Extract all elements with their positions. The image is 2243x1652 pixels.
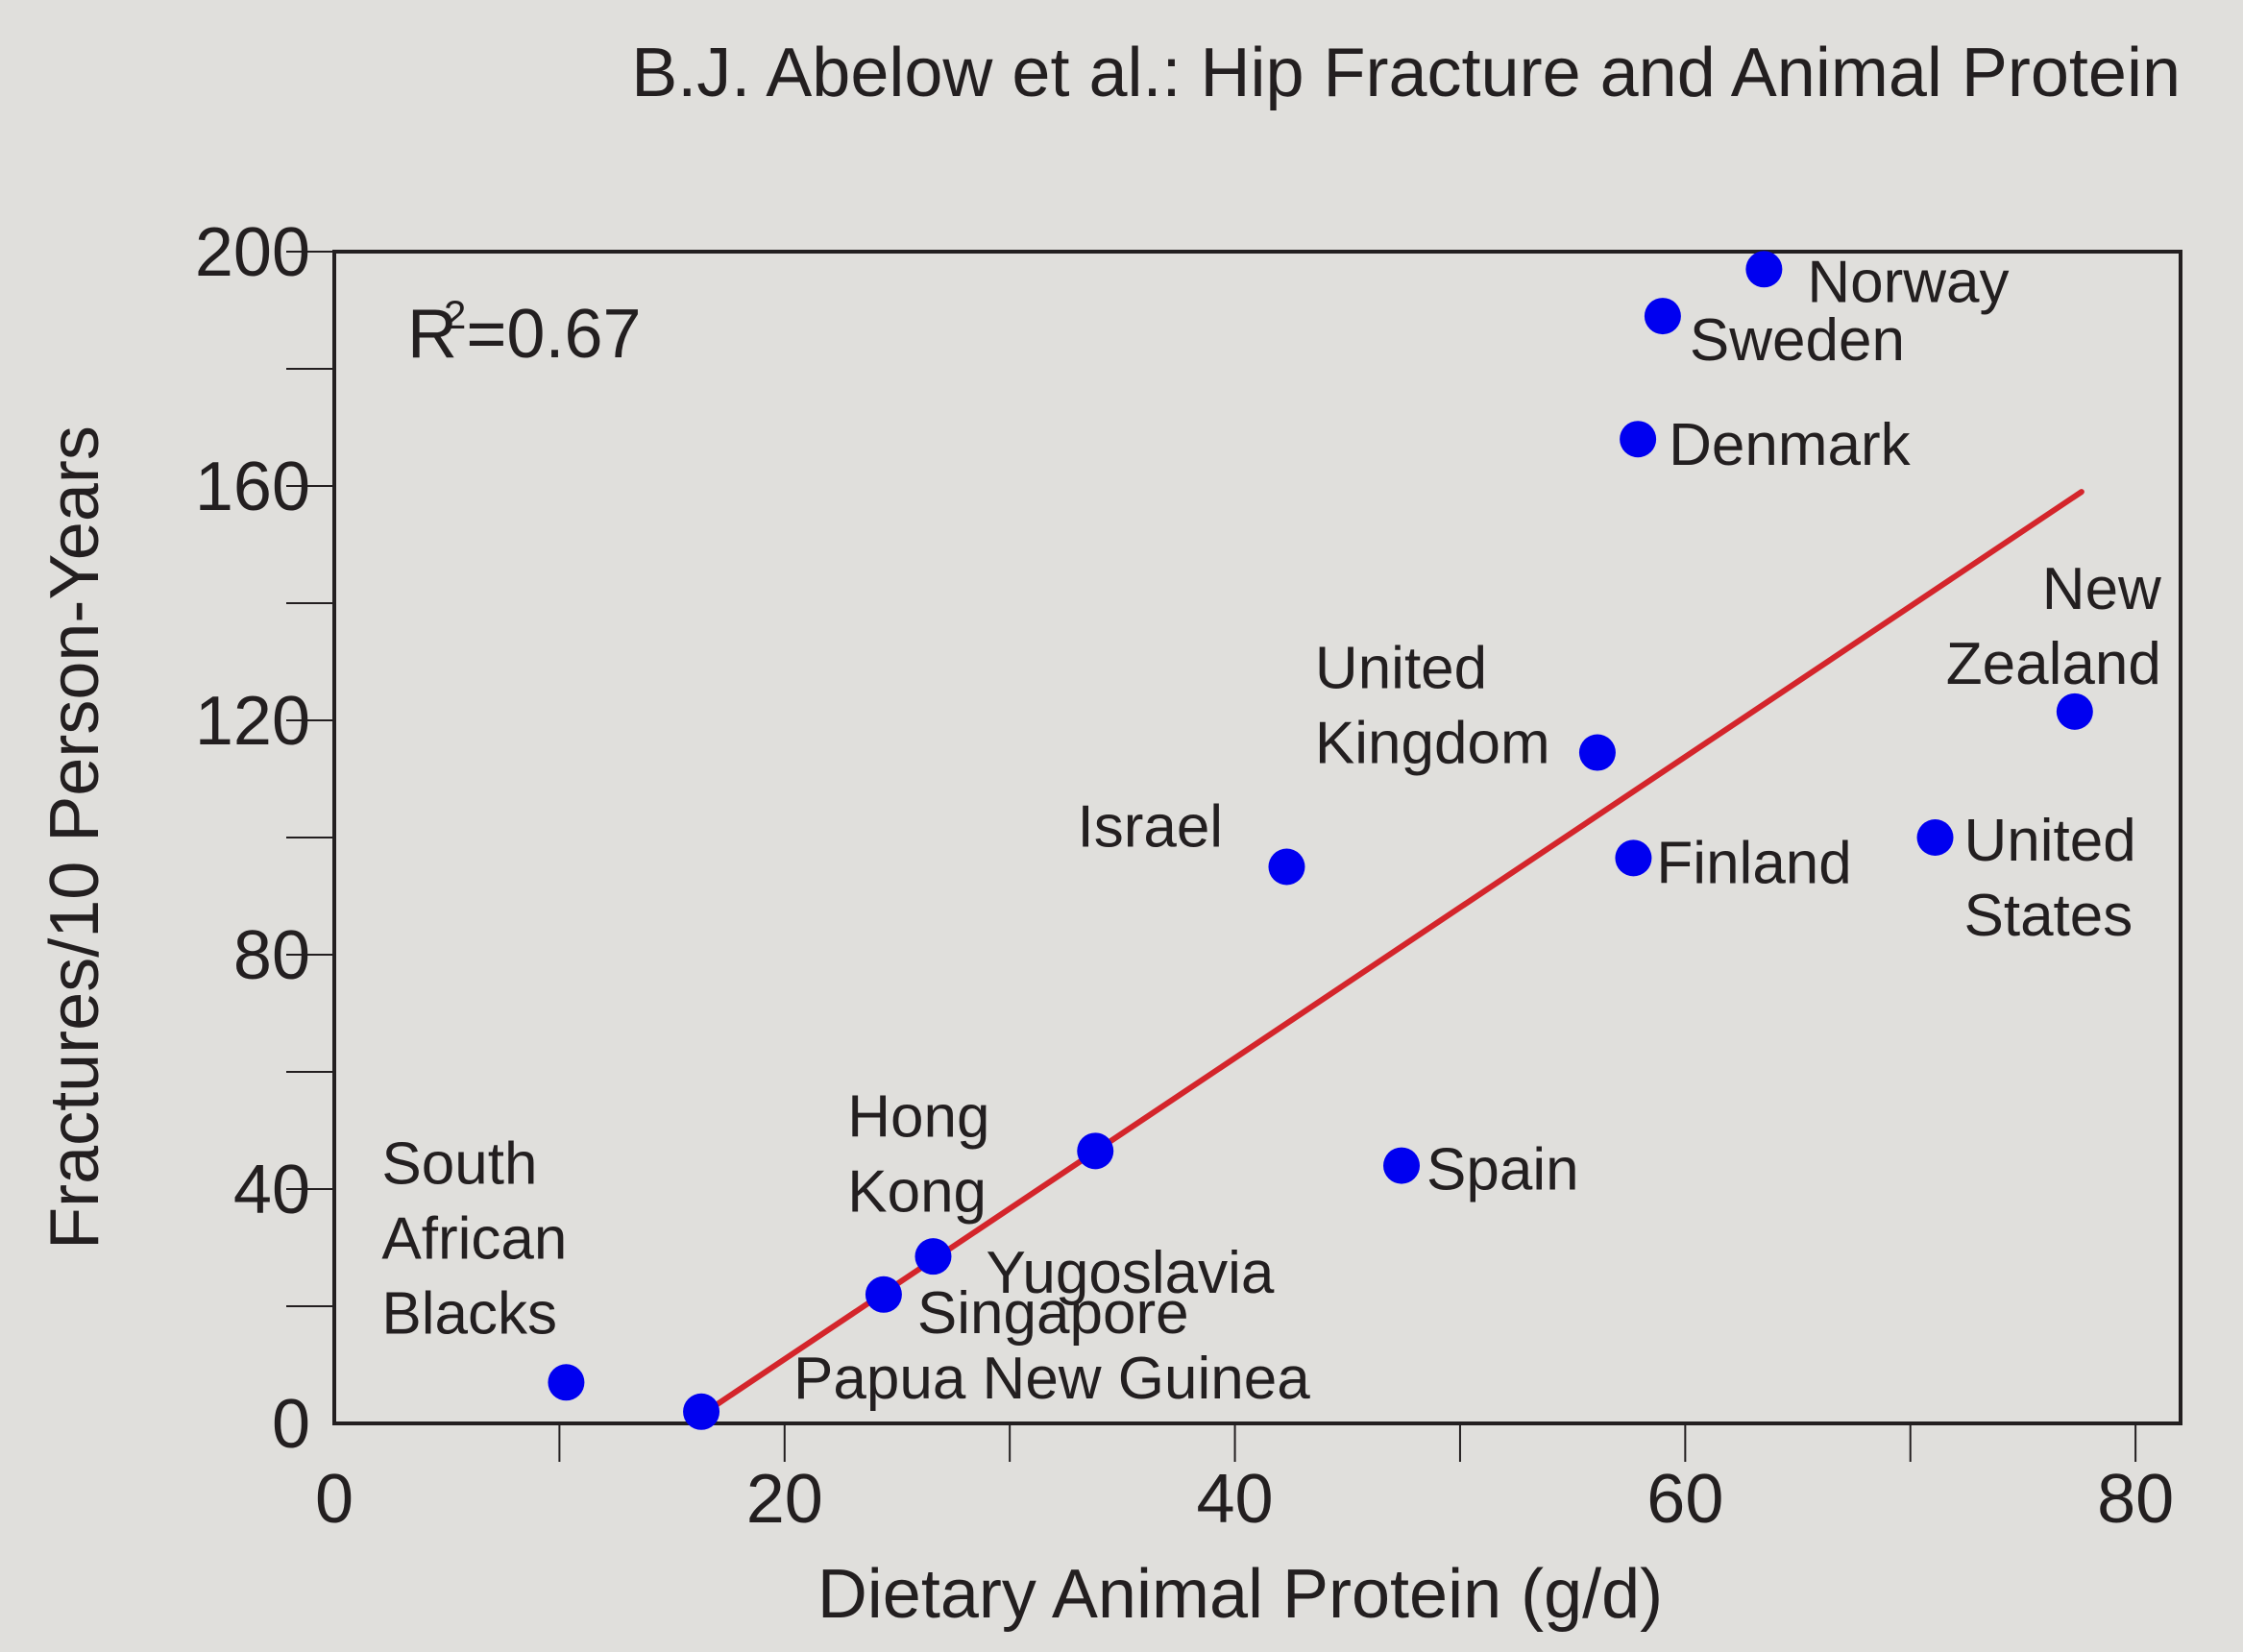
data-points (548, 251, 2093, 1430)
y-tick-label: 200 (195, 214, 310, 291)
point-label: Zealand (1946, 631, 2161, 697)
point-label: Kong (847, 1158, 987, 1225)
data-point (1745, 251, 1783, 288)
point-label: New (2042, 556, 2161, 622)
point-label: Yugoslavia (986, 1240, 1274, 1306)
y-tick-label: 0 (272, 1386, 310, 1463)
point-label: Israel (1077, 794, 1223, 861)
y-tick-label: 120 (195, 683, 310, 760)
y-axis-label: Fractures/10 Person-Years (37, 425, 113, 1250)
point-label: African (381, 1205, 567, 1272)
data-point (548, 1364, 585, 1401)
point-label: Kingdom (1315, 711, 1550, 777)
point-labels: South African Blacks Papua New GuineaSingap… (381, 249, 2161, 1412)
y-tick-label: 40 (233, 1152, 310, 1228)
point-label: Spain (1426, 1137, 1579, 1203)
point-label: Singapore (917, 1280, 1189, 1347)
data-point (1268, 848, 1305, 886)
data-point (683, 1393, 720, 1430)
data-point (1620, 421, 1657, 458)
y-tick-label: 160 (195, 449, 310, 525)
point-label: Finland (1656, 830, 1851, 896)
point-label: States (1964, 883, 2133, 949)
point-label: Hong (847, 1083, 989, 1150)
r-label: R (407, 296, 457, 373)
data-point (1578, 734, 1616, 771)
point-label: Denmark (1669, 412, 1912, 478)
point-label: United (1964, 808, 2136, 874)
x-tick-label: 60 (1646, 1461, 1723, 1538)
r-squared-annotation: R2=0.67 (407, 292, 642, 373)
point-label: United (1315, 636, 1487, 702)
point-label: Blacks (381, 1280, 557, 1347)
axis-tick-labels: 0 20 40 60 80 0 40 80 120 160 200 (195, 214, 2174, 1538)
point-label: South (381, 1130, 537, 1197)
x-tick-label: 0 (315, 1461, 354, 1538)
point-label: Sweden (1690, 307, 1905, 374)
x-tick-label: 80 (2097, 1461, 2174, 1538)
axis-ticks (286, 251, 2137, 1462)
point-label: Papua New Guinea (793, 1346, 1310, 1412)
data-point (1077, 1132, 1114, 1170)
y-tick-label: 80 (233, 917, 310, 994)
data-point (2056, 692, 2093, 730)
data-point (1615, 839, 1652, 877)
x-tick-label: 20 (746, 1461, 823, 1538)
x-tick-label: 40 (1197, 1461, 1274, 1538)
data-point (1383, 1147, 1421, 1184)
data-point (914, 1238, 952, 1275)
data-point (1916, 819, 1954, 856)
r-exponent: 2 (444, 292, 466, 337)
point-label: Norway (1807, 249, 2009, 315)
r-value: =0.67 (466, 296, 641, 373)
data-point (1644, 298, 1681, 335)
chart-title: B.J. Abelow et al.: Hip Fracture and Ani… (631, 35, 2181, 111)
data-point (865, 1275, 902, 1313)
x-axis-label: Dietary Animal Protein (g/d) (817, 1556, 1663, 1633)
